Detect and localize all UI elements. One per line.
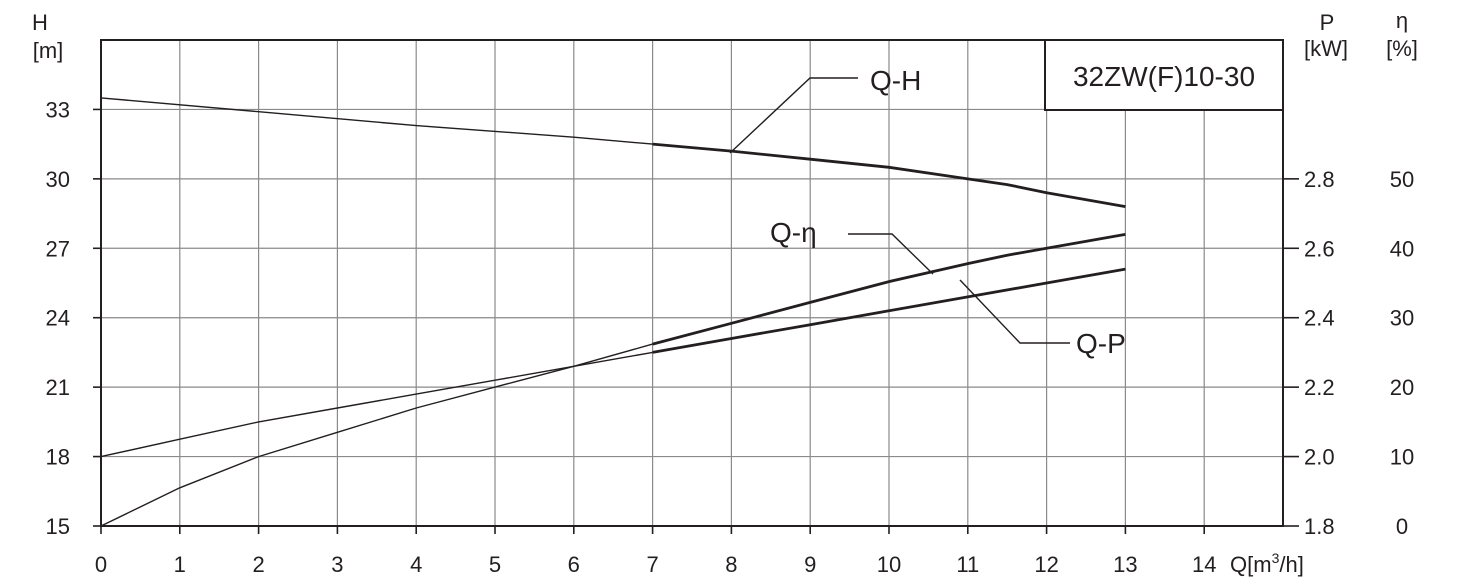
q-h-leader [729,77,858,154]
eta-axis-title: η [1396,8,1408,33]
eta-tick-label: 50 [1390,167,1414,192]
eta-tick-label: 40 [1390,236,1414,261]
eta-tick-label: 10 [1390,445,1414,470]
x-tick-label: 7 [646,552,658,577]
x-tick-label: 3 [331,552,343,577]
curve-qh-operating [652,142,1126,208]
curve-qh-low [100,97,653,145]
plot-frame [100,39,1284,527]
h-tick-label: 27 [46,236,70,261]
h-tick-label: 21 [46,375,70,400]
q-p-label: Q-P [1076,328,1126,359]
p-axis-title: P [1320,10,1335,35]
q-p-leader [959,279,1070,344]
eta-tick-label: 30 [1390,306,1414,331]
h-axis-title: H [32,10,48,35]
x-tick-label: 0 [95,552,107,577]
eta-tick-label: 20 [1390,375,1414,400]
x-tick-label: 14 [1192,552,1216,577]
h-tick-label: 24 [46,306,70,331]
model-label: 32ZW(F)10-30 [1073,61,1255,92]
p-tick-label: 2.6 [1304,236,1335,261]
p-tick-label: 2.2 [1304,375,1335,400]
curve-q-operating [652,233,1126,346]
x-tick-label: 1 [174,552,186,577]
q-eta-leader [848,233,934,275]
ticks: 0 1 2 3 4 5 6 7 8 9 10 11 12 13 14151821242730331.82.0… [46,97,1415,577]
x-tick-label: 4 [410,552,422,577]
q-axis-label-sup: 3 [1272,550,1280,566]
p-tick-label: 2.4 [1304,306,1335,331]
eta-tick-label: 0 [1396,514,1408,539]
x-tick-label: 8 [725,552,737,577]
curves [100,97,1126,527]
x-tick-label: 11 [956,552,979,577]
p-axis-unit: [kW] [1304,36,1348,61]
model-label-box [1044,39,1284,111]
q-axis-label-suffix: /h] [1279,552,1303,577]
x-tick-label: 12 [1034,552,1058,577]
q-axis-title: Q[m3/h] [1230,550,1304,577]
x-tick-label: 6 [568,552,580,577]
h-tick-label: 15 [46,514,70,539]
q-h-label: Q-H [870,65,921,96]
curve-qp-operating [652,267,1126,354]
h-axis-unit: [m] [33,38,64,63]
curve-qp-low [100,351,653,458]
p-tick-label: 2.8 [1304,167,1335,192]
h-tick-label: 30 [46,167,70,192]
curve-q-low [100,343,653,527]
x-tick-label: 2 [252,552,264,577]
q-axis-label-prefix: Q[m [1230,552,1272,577]
grid-lines [101,40,1283,526]
eta-axis-unit: [%] [1386,36,1418,61]
p-tick-label: 1.8 [1304,514,1335,539]
x-tick-label: 13 [1113,552,1137,577]
x-tick-label: 10 [877,552,901,577]
x-tick-label: 5 [489,552,501,577]
h-tick-label: 18 [46,445,70,470]
x-tick-label: 9 [804,552,816,577]
h-tick-label: 33 [46,97,70,122]
q-eta-label: Q-η [770,217,817,248]
p-tick-label: 2.0 [1304,445,1335,470]
